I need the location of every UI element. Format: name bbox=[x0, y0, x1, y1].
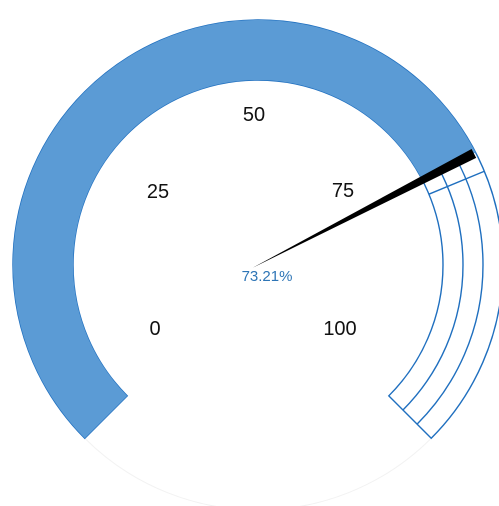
tick-label-25: 25 bbox=[147, 181, 169, 203]
gauge-filled-sector bbox=[12, 19, 476, 439]
tick-label-50: 50 bbox=[243, 104, 265, 126]
tick-label-0: 0 bbox=[149, 318, 160, 340]
gauge-segment-divider bbox=[428, 170, 485, 195]
needle-pointer bbox=[252, 148, 477, 268]
gauge-value-label: 73.21% bbox=[242, 268, 293, 285]
gauge-tick-labels: 0 25 50 75 100 bbox=[147, 104, 357, 340]
gauge-fill-arc bbox=[12, 19, 476, 439]
tick-label-100: 100 bbox=[323, 318, 356, 340]
gauge-needle bbox=[252, 148, 477, 268]
tick-label-75: 75 bbox=[332, 180, 354, 202]
